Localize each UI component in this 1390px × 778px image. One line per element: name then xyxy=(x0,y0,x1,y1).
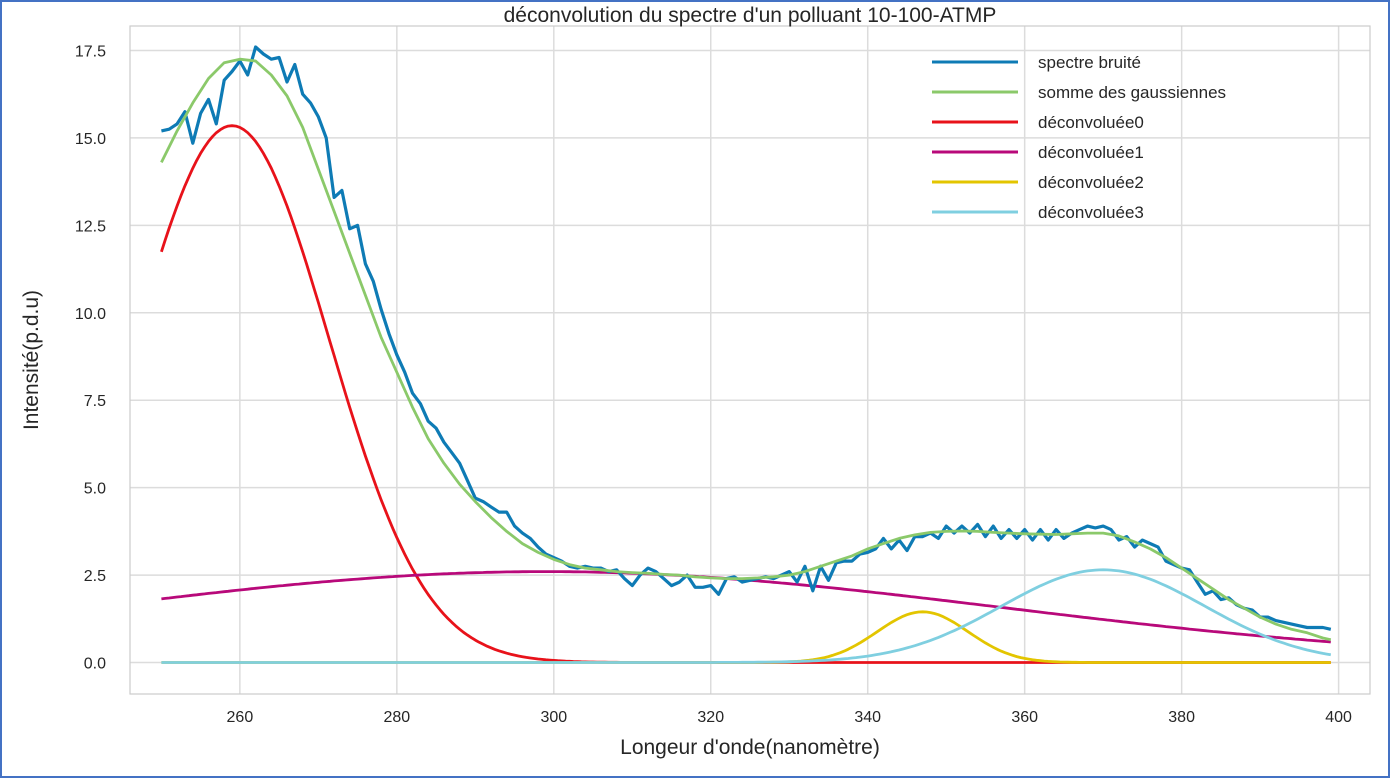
y-tick-label: 17.5 xyxy=(75,43,106,60)
y-tick-label: 5.0 xyxy=(84,481,106,498)
legend-label: déconvoluée1 xyxy=(1038,143,1144,162)
y-tick-label: 7.5 xyxy=(84,393,106,410)
x-tick-label: 400 xyxy=(1325,709,1352,726)
y-tick-label: 15.0 xyxy=(75,131,106,148)
y-tick-label: 12.5 xyxy=(75,218,106,235)
x-tick-label: 300 xyxy=(540,709,567,726)
series-line-5 xyxy=(161,568,1332,664)
x-tick-label: 340 xyxy=(854,709,881,726)
legend: spectre bruité somme des gaussiennes décon… xyxy=(932,53,1226,222)
series-line-0 xyxy=(161,45,1332,631)
x-tick-label: 360 xyxy=(1011,709,1038,726)
x-tick-label: 380 xyxy=(1168,709,1195,726)
y-tick-label: 2.5 xyxy=(84,568,106,585)
x-tick-label: 320 xyxy=(697,709,724,726)
plot-area xyxy=(129,25,1371,695)
x-tick-label: 280 xyxy=(383,709,410,726)
y-tick-label: 10.0 xyxy=(75,306,106,323)
x-tick-label: 260 xyxy=(227,709,254,726)
tick-labels: 260 280 300 320 340 360 380 400 0.0 2.5 5.0 7.5 10.0… xyxy=(75,43,1352,726)
legend-label: spectre bruité xyxy=(1038,53,1141,72)
grid xyxy=(130,26,1370,694)
y-axis-label: Intensité(p.d.u) xyxy=(20,290,43,430)
y-tick-label: 0.0 xyxy=(84,656,106,673)
legend-label: déconvoluée2 xyxy=(1038,173,1144,192)
x-axis-label: Longeur d'onde(nanomètre) xyxy=(620,736,880,759)
legend-label: déconvoluée3 xyxy=(1038,203,1144,222)
series-layer xyxy=(160,45,1332,664)
chart-title: déconvolution du spectre d'un polluant 1… xyxy=(504,4,997,27)
series-line-1 xyxy=(160,57,1332,642)
legend-label: somme des gaussiennes xyxy=(1038,83,1226,102)
legend-label: déconvoluée0 xyxy=(1038,113,1144,132)
series-line-4 xyxy=(161,610,1331,664)
